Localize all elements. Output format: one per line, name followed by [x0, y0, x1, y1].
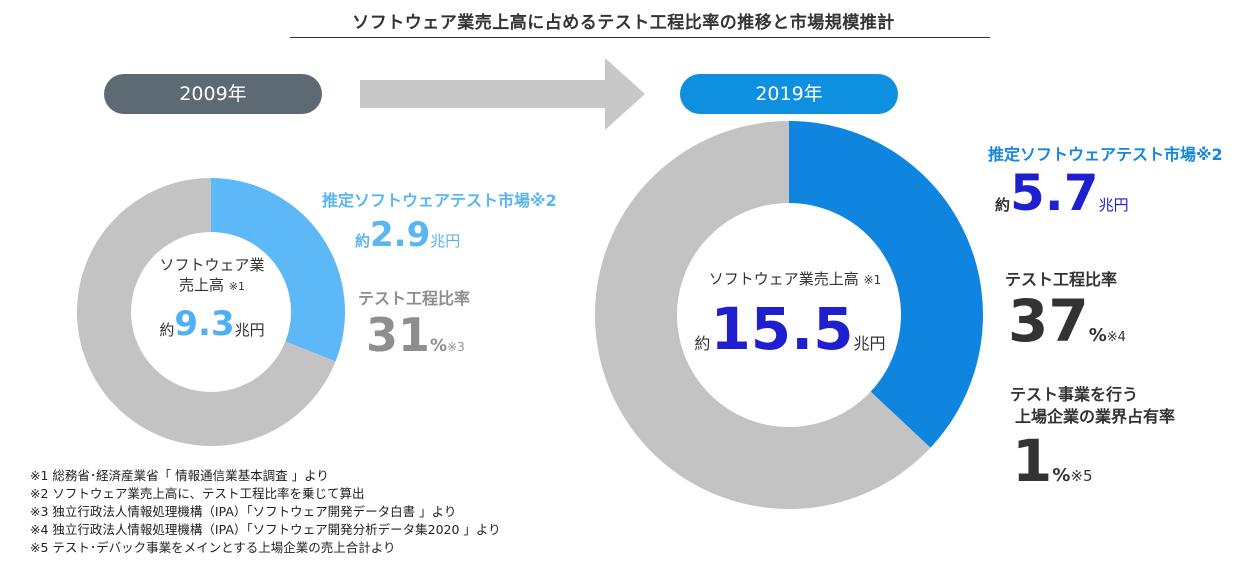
center-2019-unit: 兆円	[853, 334, 886, 353]
market-2009-value: 2.9	[370, 215, 431, 255]
center-2019-prefix: 約	[694, 334, 711, 353]
share-2019-label-line2: 上場企業の業界占有率	[1015, 407, 1176, 426]
ratio-2019-unit: %	[1088, 325, 1107, 346]
ratio-2019-label: テスト工程比率	[1005, 270, 1118, 289]
center-2009-prefix: 約	[159, 321, 175, 339]
center-2019-note: ※1	[863, 273, 882, 287]
donut-2019-slice-other	[595, 121, 931, 509]
growth-arrow-icon	[360, 58, 645, 130]
market-2009-prefix: 約	[355, 232, 371, 250]
center-2009-value: 9.3	[174, 304, 235, 344]
center-2019-line1: ソフトウェア業売上高	[708, 270, 859, 288]
center-2009-unit: 兆円	[234, 321, 265, 339]
ratio-2009-value: 31	[366, 308, 431, 362]
donut-2009	[76, 178, 345, 447]
footnote-5: ※5 テスト･デバック事業をメインとする上場企業の売上合計より	[30, 540, 396, 555]
title-underline	[290, 37, 990, 38]
ratio-2019-note: ※4	[1106, 330, 1126, 345]
footnote-2: ※2 ソフトウェア業売上高に、テスト工程比率を乗じて算出	[30, 486, 365, 501]
market-2019-label: 推定ソフトウェアテスト市場※2	[988, 145, 1223, 164]
market-2019-value: 5.7	[1010, 164, 1099, 222]
ratio-2009-unit: %	[430, 336, 448, 356]
share-2019-value: 1	[1012, 427, 1053, 495]
market-2009-label: 推定ソフトウェアテスト市場※2	[322, 191, 557, 210]
ratio-2009-label: テスト工程比率	[358, 289, 471, 308]
footnote-1: ※1 総務省･経済産業省「 情報通信業基本調査 」より	[30, 468, 329, 483]
chart-title: ソフトウェア業売上高に占めるテスト工程比率の推移と市場規模推計	[352, 13, 895, 33]
donut-2019	[595, 121, 984, 509]
center-2009-line1: ソフトウェア業	[159, 256, 265, 274]
year-badge-2009: 2009年	[104, 74, 322, 114]
donut-2009-slice-test	[211, 178, 345, 362]
share-2019-unit: %	[1052, 465, 1071, 486]
share-2019-note: ※5	[1070, 467, 1093, 485]
ratio-2019-value: 37	[1008, 287, 1089, 355]
center-2019-value: 15.5	[710, 295, 854, 363]
center-2009-line2: 売上高	[178, 276, 224, 294]
footnote-4: ※4 独立行政法人情報処理機構（IPA）「ソフトウェア開発分析データ集2020 …	[30, 522, 501, 537]
footnote-3: ※3 独立行政法人情報処理機構（IPA）「ソフトウェア開発データ白書 」より	[30, 504, 457, 519]
market-2019-unit: 兆円	[1098, 196, 1129, 214]
donut-2019-slice-test	[789, 121, 984, 448]
year-badge-2019: 2019年	[680, 74, 898, 114]
share-2019-label-line1: テスト事業を行う	[1010, 385, 1139, 404]
market-2009-unit: 兆円	[430, 232, 461, 250]
center-2009-note: ※1	[228, 280, 245, 293]
donut-2009-slice-other	[76, 178, 336, 447]
ratio-2009-note: ※3	[447, 340, 465, 354]
market-2019-prefix: 約	[995, 196, 1011, 214]
